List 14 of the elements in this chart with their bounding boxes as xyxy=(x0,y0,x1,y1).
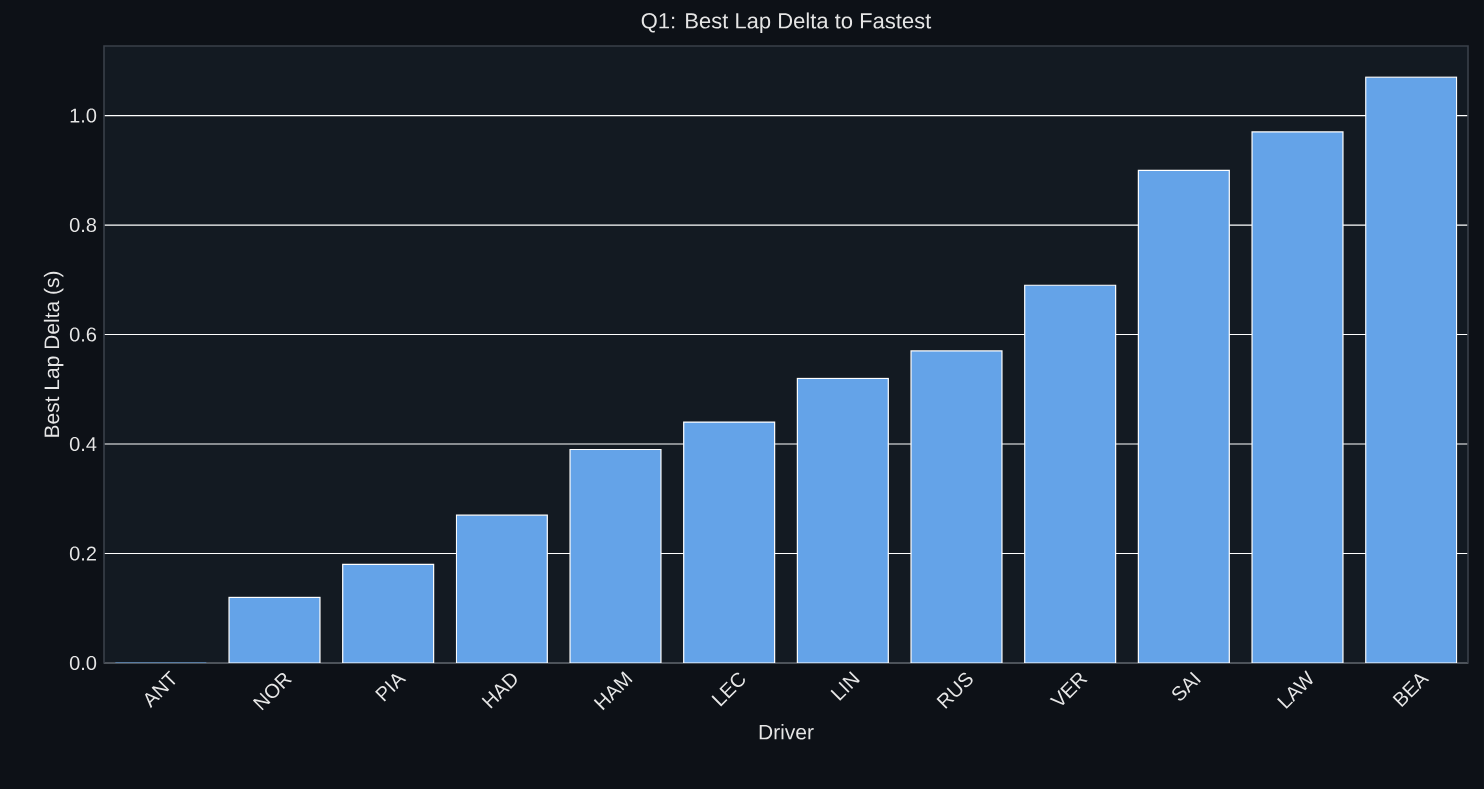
x-tick-label: SAI xyxy=(1172,671,1201,701)
y-tick-label: 0.4 xyxy=(69,436,97,452)
x-tick-label: BEA xyxy=(1392,674,1430,708)
y-tick-label: 1.0 xyxy=(70,108,97,123)
x-tick-label: LIN xyxy=(830,671,860,701)
x-tick-label: PIA xyxy=(375,674,407,702)
y-tick-label: 0.6 xyxy=(69,327,97,342)
y-tick-label: 0.0 xyxy=(69,655,97,671)
y-tick-label: 0.8 xyxy=(69,217,97,233)
x-axis-title: Driver xyxy=(759,724,814,740)
chart-title: Q1: Best Lap Delta to Fastest xyxy=(641,12,932,33)
y-tick-label: 0.2 xyxy=(69,546,96,561)
x-tick-label: VER xyxy=(1049,672,1088,705)
y-axis-title: Best Lap Delta (s) xyxy=(43,271,64,437)
